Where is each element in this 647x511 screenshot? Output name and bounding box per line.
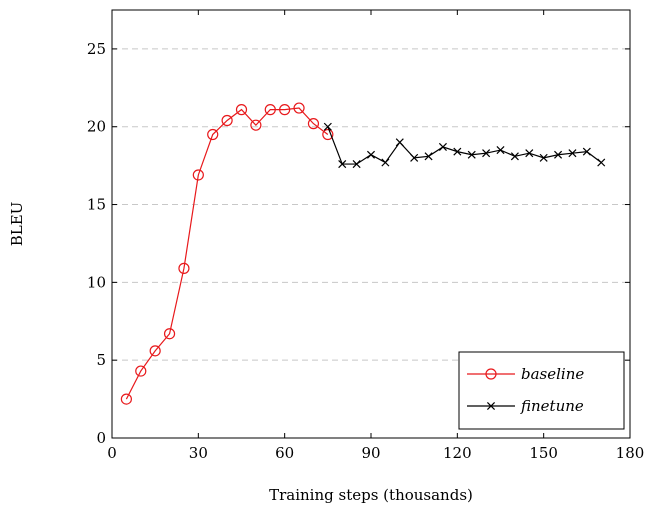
finetune-line — [327, 126, 602, 165]
baseline-point — [279, 104, 291, 116]
axis-ticks: 0 5 10 15 20 25 0 30 60 90 120 150 180 — [87, 10, 644, 462]
finetune-point — [438, 142, 447, 151]
y-tick-label: 5 — [96, 351, 106, 369]
baseline-point — [485, 368, 497, 380]
finetune-point — [453, 147, 462, 156]
grid-lines — [112, 48, 630, 361]
baseline-point — [135, 365, 147, 377]
baseline-point — [322, 128, 334, 141]
baseline-point — [221, 114, 233, 127]
y-tick-label: 0 — [96, 429, 106, 447]
baseline-series — [120, 102, 334, 405]
finetune-point — [510, 152, 519, 161]
baseline-point — [192, 169, 204, 181]
finetune-point — [482, 149, 491, 158]
legend-label: finetune — [520, 397, 584, 415]
y-tick-label: 25 — [87, 40, 106, 58]
baseline-point — [250, 119, 262, 131]
finetune-point — [424, 152, 433, 161]
finetune-point — [582, 147, 591, 156]
legend-box — [458, 351, 625, 430]
finetune-point — [395, 138, 404, 147]
x-axis-title: Training steps (thousands) — [269, 486, 473, 504]
legend-label: baseline — [521, 365, 584, 383]
finetune-point — [486, 401, 496, 411]
y-axis-title: BLEU — [8, 202, 26, 247]
finetune-point — [410, 153, 419, 162]
x-tick-label: 60 — [275, 444, 294, 462]
finetune-point — [366, 150, 376, 159]
baseline-point — [163, 328, 176, 340]
y-tick-label: 20 — [87, 118, 106, 136]
finetune-point — [467, 150, 476, 159]
y-tick-label: 15 — [87, 196, 106, 214]
baseline-point — [293, 102, 305, 114]
finetune-point — [496, 146, 505, 155]
baseline-point — [264, 104, 276, 116]
finetune-point — [352, 160, 361, 169]
finetune-point — [323, 122, 332, 131]
x-tick-label: 0 — [107, 444, 117, 462]
finetune-point — [554, 150, 563, 159]
x-tick-label: 90 — [361, 444, 380, 462]
x-tick-label: 150 — [529, 444, 558, 462]
baseline-point — [207, 128, 219, 141]
x-tick-label: 30 — [189, 444, 208, 462]
x-tick-label: 120 — [443, 444, 472, 462]
baseline-point — [178, 262, 190, 274]
finetune-point — [568, 149, 577, 158]
series-layer — [120, 102, 606, 405]
finetune-series — [323, 122, 606, 169]
baseline-point — [307, 118, 320, 130]
finetune-point — [381, 158, 390, 167]
finetune-point — [525, 149, 534, 158]
finetune-point — [597, 158, 606, 167]
finetune-point — [539, 153, 548, 162]
baseline-point — [149, 345, 161, 357]
finetune-point — [338, 160, 347, 169]
x-tick-label: 180 — [616, 444, 645, 462]
y-tick-label: 10 — [87, 273, 106, 291]
baseline-point — [120, 393, 132, 405]
legend: baseline finetune — [458, 351, 625, 430]
baseline-point — [235, 104, 248, 116]
